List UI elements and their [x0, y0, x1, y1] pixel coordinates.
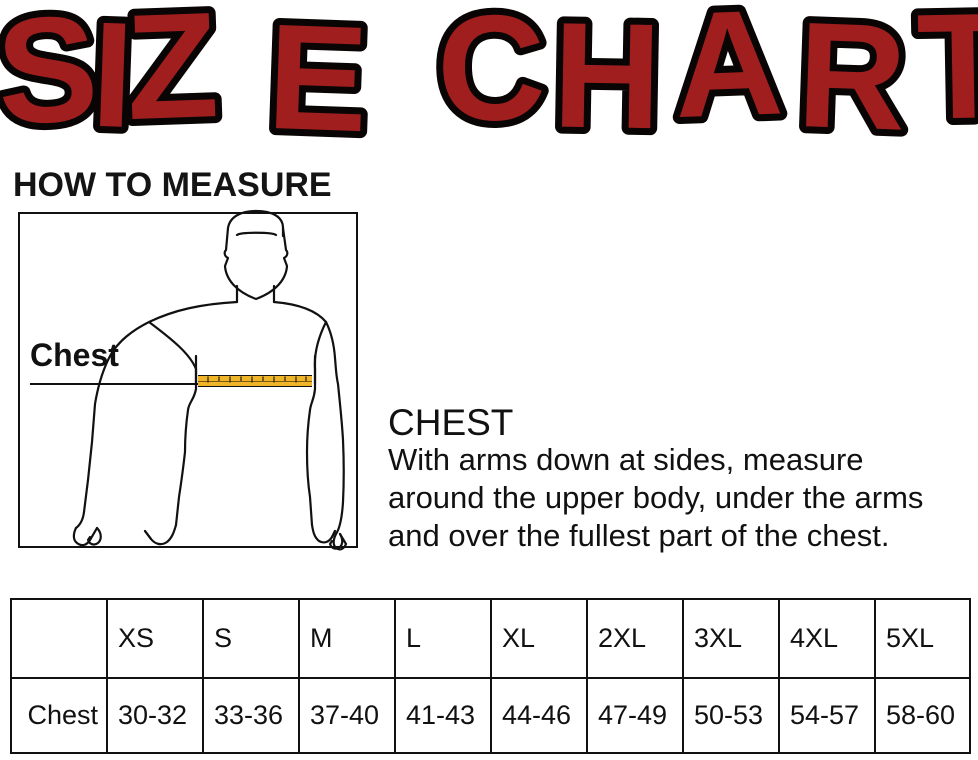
svg-text:Z: Z — [123, 0, 220, 150]
svg-text:E: E — [265, 0, 371, 150]
svg-text:H: H — [551, 0, 662, 150]
svg-text:T: T — [916, 0, 978, 150]
svg-text:S: S — [0, 0, 102, 150]
svg-text:A: A — [671, 0, 785, 149]
svg-text:C: C — [436, 0, 547, 150]
svg-text:R: R — [795, 0, 909, 150]
